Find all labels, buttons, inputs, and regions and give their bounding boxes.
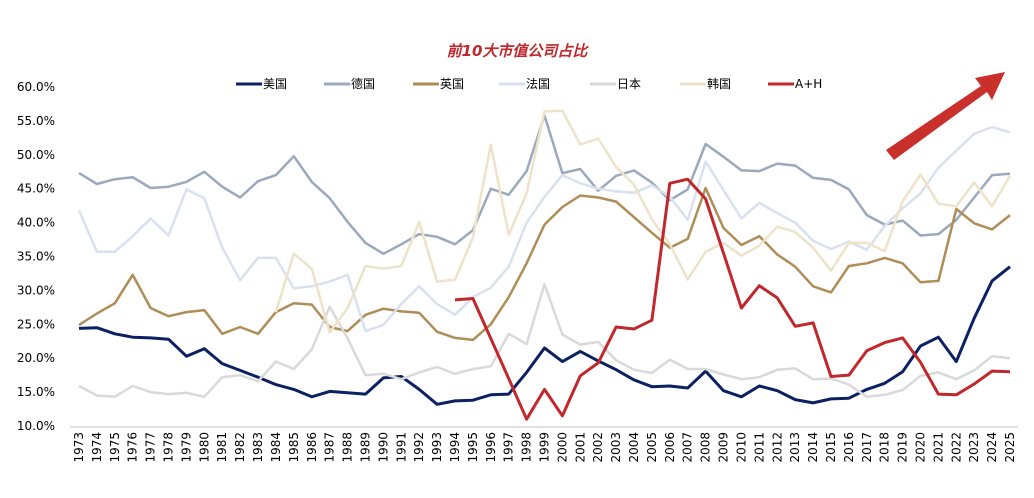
x-tick-label: 1995 (466, 432, 480, 463)
legend-label: 韩国 (707, 76, 731, 91)
x-tick-label: 1988 (341, 432, 355, 463)
x-tick-label: 2015 (824, 432, 838, 463)
x-tick-label: 1975 (108, 432, 122, 463)
x-tick-label: 1980 (197, 432, 211, 463)
x-tick-label: 2012 (770, 432, 784, 463)
x-tick-label: 1997 (502, 432, 516, 463)
x-tick-label: 1992 (412, 432, 426, 463)
x-tick-label: 1990 (376, 432, 390, 463)
x-tick-label: 2019 (896, 432, 910, 463)
y-tick-label: 55.0% (17, 114, 55, 128)
x-tick-label: 1987 (323, 432, 337, 463)
x-tick-label: 2023 (967, 432, 981, 463)
x-tick-label: 2020 (913, 432, 927, 463)
series-line-0 (78, 265, 1011, 406)
x-tick-label: 2021 (931, 432, 945, 463)
x-tick-label: 1996 (484, 432, 498, 463)
x-tick-label: 2005 (645, 432, 659, 463)
y-tick-label: 30.0% (17, 283, 55, 297)
series-line-3 (77, 125, 1011, 333)
x-tick-label: 2006 (663, 432, 677, 463)
legend-item: A+H (768, 77, 822, 91)
series-line-5 (274, 109, 1012, 334)
legend-label: A+H (795, 77, 822, 91)
x-tick-label: 1985 (287, 432, 301, 463)
x-tick-label: 1983 (251, 432, 265, 463)
y-tick-label: 10.0% (17, 419, 55, 433)
y-tick-label: 60.0% (17, 80, 55, 94)
x-tick-label: 1976 (126, 432, 140, 463)
x-tick-label: 1973 (72, 432, 86, 463)
y-tick-label: 40.0% (17, 216, 55, 230)
x-tick-label: 1998 (520, 432, 534, 463)
legend-item: 韩国 (680, 76, 731, 91)
x-tick-label: 1991 (394, 432, 408, 463)
x-tick-label: 2007 (681, 432, 695, 463)
x-tick-label: 2011 (752, 432, 766, 463)
legend-item: 日本 (590, 77, 641, 91)
x-tick-label: 1982 (233, 432, 247, 463)
x-tick-label: 2003 (609, 432, 623, 463)
x-tick-label: 1986 (305, 432, 319, 463)
x-tick-label: 1999 (538, 432, 552, 463)
legend-label: 英国 (440, 77, 464, 91)
x-tick-label: 1984 (269, 432, 283, 463)
x-tick-label: 1974 (90, 432, 104, 463)
x-tick-label: 2022 (949, 432, 963, 463)
series-line-4 (78, 283, 1011, 399)
x-tick-label: 2016 (842, 432, 856, 463)
legend-label: 日本 (617, 77, 641, 91)
y-tick-label: 25.0% (17, 317, 55, 331)
x-tick-label: 2001 (573, 432, 587, 463)
x-tick-label: 2002 (591, 432, 605, 463)
x-tick-label: 2013 (788, 432, 802, 463)
legend-label: 德国 (351, 76, 375, 91)
y-tick-label: 50.0% (17, 148, 55, 162)
legend-item: 法国 (499, 77, 550, 91)
x-tick-label: 1989 (358, 432, 372, 463)
x-tick-label: 2004 (627, 432, 641, 463)
legend-label: 法国 (526, 77, 550, 91)
x-tick-label: 1994 (448, 432, 462, 463)
legend-item: 美国 (236, 77, 287, 91)
x-tick-label: 2024 (985, 432, 999, 463)
x-tick-label: 2014 (806, 432, 820, 463)
y-tick-label: 20.0% (17, 351, 55, 365)
x-tick-label: 2025 (1003, 432, 1017, 463)
x-tick-label: 2000 (555, 432, 569, 463)
trend-arrow-icon (886, 72, 1005, 160)
x-tick-label: 2008 (699, 432, 713, 463)
x-tick-label: 1993 (430, 432, 444, 463)
x-tick-label: 1979 (179, 432, 193, 463)
series-line-2 (78, 186, 1011, 342)
legend-item: 英国 (413, 77, 464, 91)
series-line-6 (454, 177, 1011, 421)
series-line-1 (78, 114, 1011, 256)
y-tick-label: 35.0% (17, 250, 55, 264)
y-tick-label: 45.0% (17, 182, 55, 196)
legend-item: 德国 (324, 76, 375, 91)
chart-title: 前10大市值公司占比 (446, 42, 588, 60)
x-tick-label: 2018 (878, 432, 892, 463)
x-tick-label: 1977 (144, 432, 158, 463)
y-tick-label: 15.0% (17, 385, 55, 399)
x-tick-label: 2017 (860, 432, 874, 463)
x-tick-label: 2009 (717, 432, 731, 463)
x-tick-label: 2010 (734, 432, 748, 463)
x-tick-label: 1978 (162, 432, 176, 463)
legend-label: 美国 (263, 77, 287, 91)
x-tick-label: 1981 (215, 432, 229, 463)
